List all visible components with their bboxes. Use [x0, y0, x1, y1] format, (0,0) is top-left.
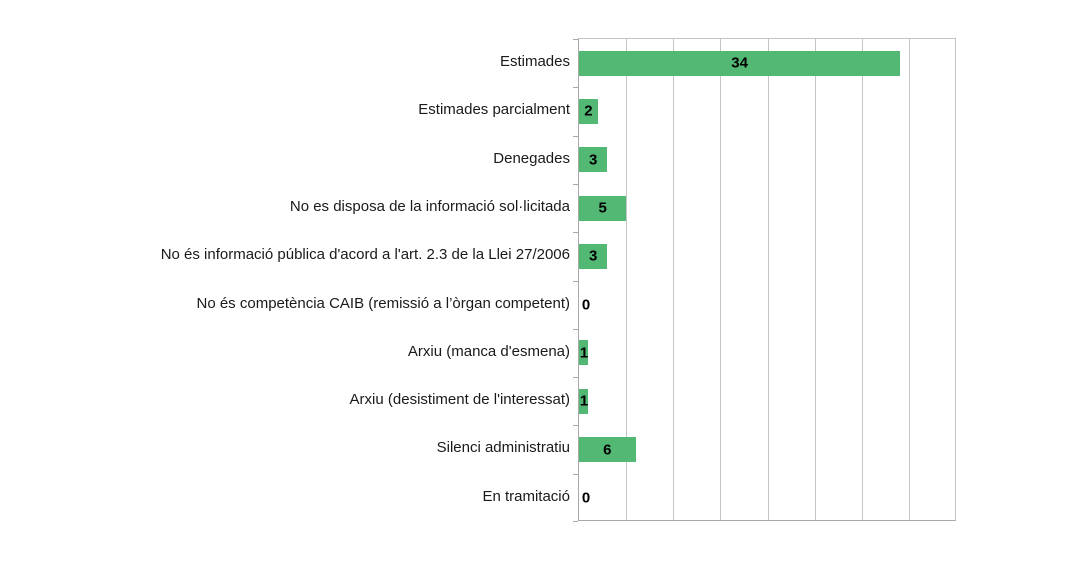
y-axis-tick [573, 521, 578, 522]
category-label-9: En tramitació [482, 487, 570, 505]
gridline [625, 39, 627, 520]
category-label-2: Denegades [493, 149, 570, 167]
y-axis-tick [573, 474, 578, 475]
category-label-5: No és competència CAIB (remissió a l’òrg… [196, 294, 571, 312]
bar-1 [579, 98, 598, 124]
category-label-6: Arxiu (manca d'esmena) [407, 342, 570, 360]
gridline [909, 39, 911, 520]
bar-2 [579, 147, 608, 173]
value-label-3: 5 [598, 199, 607, 217]
value-label-6: 1 [579, 344, 589, 362]
category-label-0: Estimades [499, 53, 570, 70]
bar-4 [579, 243, 608, 269]
category-label-1: Estimades parcialment [418, 101, 570, 119]
value-label-7: 1 [579, 392, 589, 410]
y-axis-tick [573, 232, 578, 233]
gridline [862, 39, 863, 520]
value-label-4: 3 [589, 247, 598, 265]
y-axis-tick [573, 87, 578, 88]
y-axis-tick [573, 39, 578, 40]
value-label-1: 2 [584, 102, 593, 120]
bar-0 [579, 50, 901, 76]
value-label-9: 0 [581, 489, 591, 507]
value-label-2: 3 [589, 151, 598, 169]
bar-3 [579, 195, 627, 221]
y-axis-tick [573, 136, 578, 137]
y-axis-tick [573, 377, 578, 378]
bar-8 [579, 437, 636, 463]
gridline [814, 39, 816, 520]
gridline [673, 39, 674, 520]
value-label-0: 34 [731, 54, 748, 72]
value-label-5: 0 [581, 296, 591, 314]
category-label-3: No es disposa de la informació sol·licit… [289, 197, 570, 215]
gridline [767, 39, 769, 520]
gridline [720, 39, 722, 520]
category-label-4: No és informació pública d'acord a l'art… [160, 246, 570, 264]
value-label-8: 6 [603, 441, 612, 459]
plot-area: 34 2 3 5 3 0 1 1 6 0 [573, 38, 956, 522]
category-label-7: Arxiu (desistiment de l'interessat) [349, 391, 570, 409]
bar-6 [579, 340, 589, 366]
y-axis-tick [573, 329, 578, 330]
y-axis-tick [573, 184, 578, 185]
bar-7 [579, 388, 589, 414]
category-label-8: Silenci administratiu [436, 439, 570, 457]
y-axis-tick [573, 281, 578, 282]
y-axis-tick [573, 425, 578, 426]
